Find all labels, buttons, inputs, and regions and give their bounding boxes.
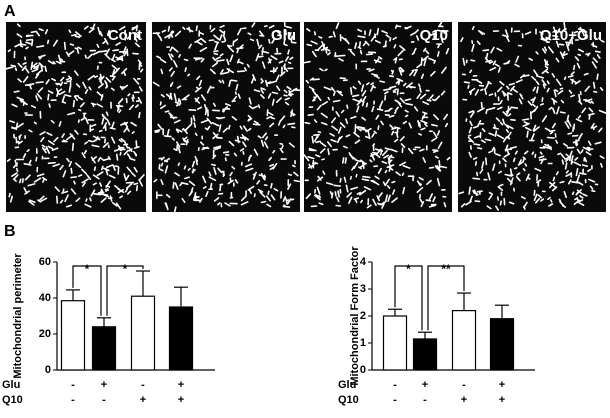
significance-bracket (427, 265, 465, 331)
y-tick-label: 2 (360, 310, 366, 322)
treatment-mark: - (393, 394, 397, 406)
treatment-mark: - (393, 379, 397, 391)
image-label: Q10+Glu (540, 27, 602, 44)
mitochondria-texture (5, 23, 145, 210)
treatment-name: Q10 (2, 394, 23, 406)
significance-label: ** (441, 262, 451, 276)
significance-bracket (106, 265, 144, 316)
micrograph: Q10+Glu (458, 20, 607, 212)
treatment-mark: - (462, 379, 466, 391)
image-label: Cont (108, 27, 142, 44)
significance-label: * (406, 262, 411, 276)
bar (60, 300, 86, 371)
bar (168, 306, 194, 371)
bar (451, 310, 477, 371)
panel-label: A (4, 3, 16, 20)
treatment-mark: + (101, 379, 107, 391)
treatment-mark: - (71, 394, 75, 406)
micrograph: Glu (152, 19, 301, 214)
treatment-mark: + (499, 379, 505, 391)
bar (412, 338, 438, 371)
mitochondria-texture (458, 20, 607, 211)
treatment-mark: - (102, 394, 106, 406)
image-label: Glu (271, 27, 296, 44)
treatment-mark: + (461, 394, 467, 406)
treatment-name: Glu (2, 379, 20, 391)
treatment-mark: + (499, 394, 505, 406)
y-tick-label: 0 (360, 364, 366, 376)
y-tick-label: 40 (39, 292, 51, 304)
y-axis-label: Mitochondrial perimeter (12, 253, 24, 379)
mitochondria-texture (152, 19, 301, 214)
image-background (458, 22, 606, 212)
bar (91, 326, 117, 371)
treatment-name: Q10 (338, 394, 359, 406)
y-tick-label: 3 (360, 283, 366, 295)
treatment-mark: - (423, 394, 427, 406)
treatment-mark: + (178, 394, 184, 406)
y-axis-label: Mitochondrial Form Factor (349, 246, 361, 386)
mitochondria-texture (302, 21, 451, 209)
treatment-name: Glu (338, 379, 356, 391)
treatment-mark: + (422, 379, 428, 391)
panel-label: B (4, 223, 16, 240)
significance-label: * (123, 262, 128, 276)
treatment-mark: - (71, 379, 75, 391)
treatment-mark: + (178, 379, 184, 391)
bar (489, 318, 515, 371)
micrograph: Q10 (302, 21, 452, 212)
y-tick-label: 0 (45, 364, 51, 376)
y-tick-label: 60 (39, 256, 51, 268)
significance-bracket (394, 265, 423, 331)
significance-label: * (85, 262, 90, 276)
image-background (6, 22, 146, 212)
treatment-mark: + (140, 394, 146, 406)
bar (382, 315, 408, 371)
significance-bracket (72, 265, 102, 316)
treatment-mark: - (141, 379, 145, 391)
y-tick-label: 4 (360, 256, 367, 268)
bar (130, 295, 156, 371)
image-label: Q10 (420, 27, 448, 44)
y-tick-label: 1 (360, 337, 366, 349)
micrograph: Cont (5, 22, 146, 212)
y-tick-label: 20 (39, 328, 51, 340)
